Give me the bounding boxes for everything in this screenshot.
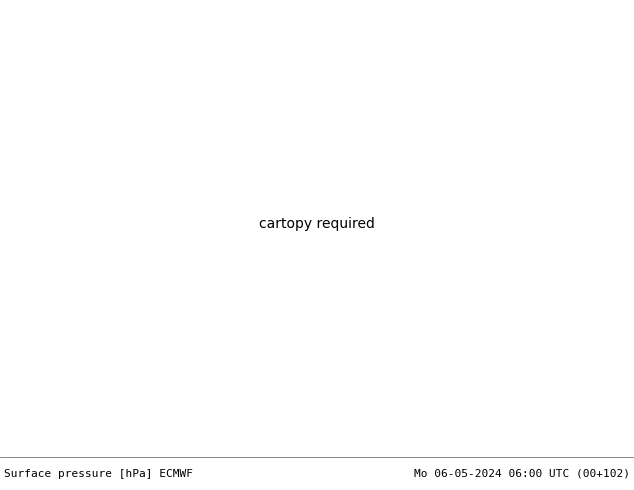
Text: cartopy required: cartopy required: [259, 218, 375, 231]
Text: Surface pressure [hPa] ECMWF: Surface pressure [hPa] ECMWF: [4, 469, 193, 479]
Text: Mo 06-05-2024 06:00 UTC (00+102): Mo 06-05-2024 06:00 UTC (00+102): [414, 469, 630, 479]
